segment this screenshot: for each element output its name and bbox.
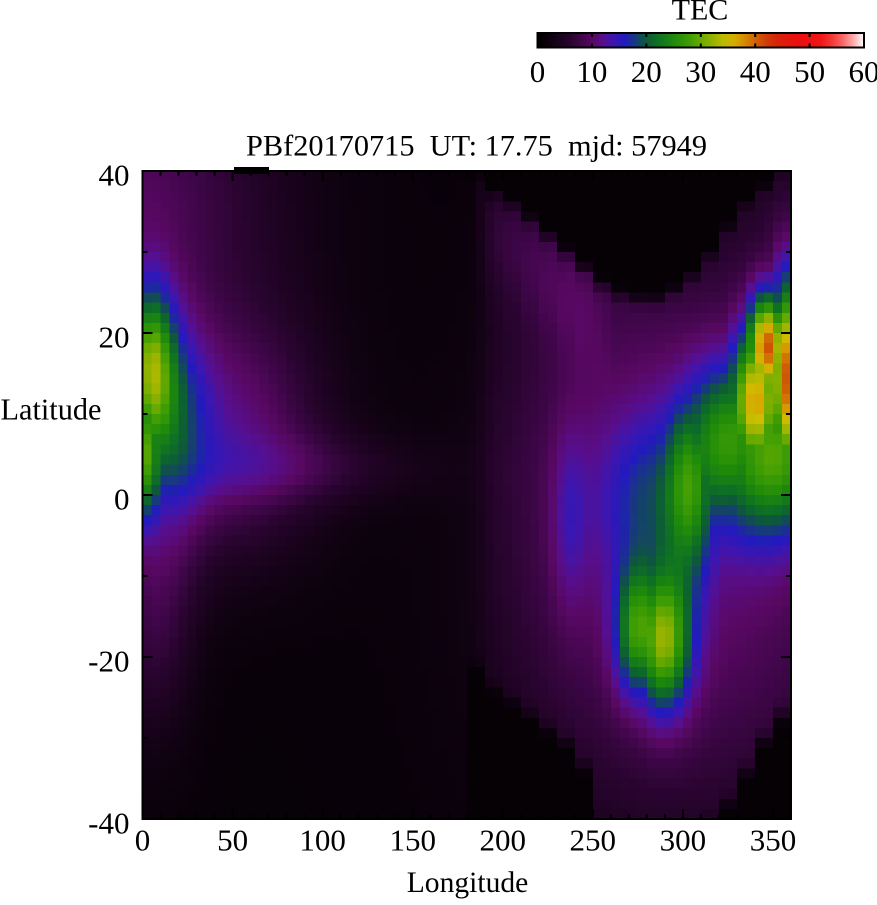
svg-text:Longitude: Longitude	[407, 866, 529, 899]
svg-text:-20: -20	[88, 644, 129, 679]
svg-text:50: 50	[217, 823, 248, 858]
svg-text:60: 60	[849, 54, 877, 89]
svg-text:250: 250	[570, 823, 617, 858]
svg-text:100: 100	[299, 823, 346, 858]
svg-text:150: 150	[389, 823, 436, 858]
svg-text:20: 20	[631, 54, 662, 89]
svg-text:TEC: TEC	[672, 0, 729, 27]
svg-text:350: 350	[750, 823, 797, 858]
svg-text:50: 50	[794, 54, 825, 89]
svg-text:Latitude: Latitude	[1, 392, 102, 427]
svg-text:0: 0	[114, 482, 130, 517]
svg-text:200: 200	[480, 823, 527, 858]
svg-text:PBf20170715 UT: 17.75 mjd: 5: PBf20170715 UT: 17.75 mjd: 57949	[246, 130, 707, 163]
svg-text:0: 0	[530, 54, 546, 89]
svg-text:40: 40	[99, 158, 130, 193]
svg-text:300: 300	[660, 823, 707, 858]
svg-text:30: 30	[685, 54, 716, 89]
svg-text:40: 40	[740, 54, 771, 89]
svg-text:0: 0	[135, 823, 151, 858]
svg-text:-40: -40	[88, 806, 129, 841]
svg-text:10: 10	[576, 54, 607, 89]
svg-text:20: 20	[99, 320, 130, 355]
